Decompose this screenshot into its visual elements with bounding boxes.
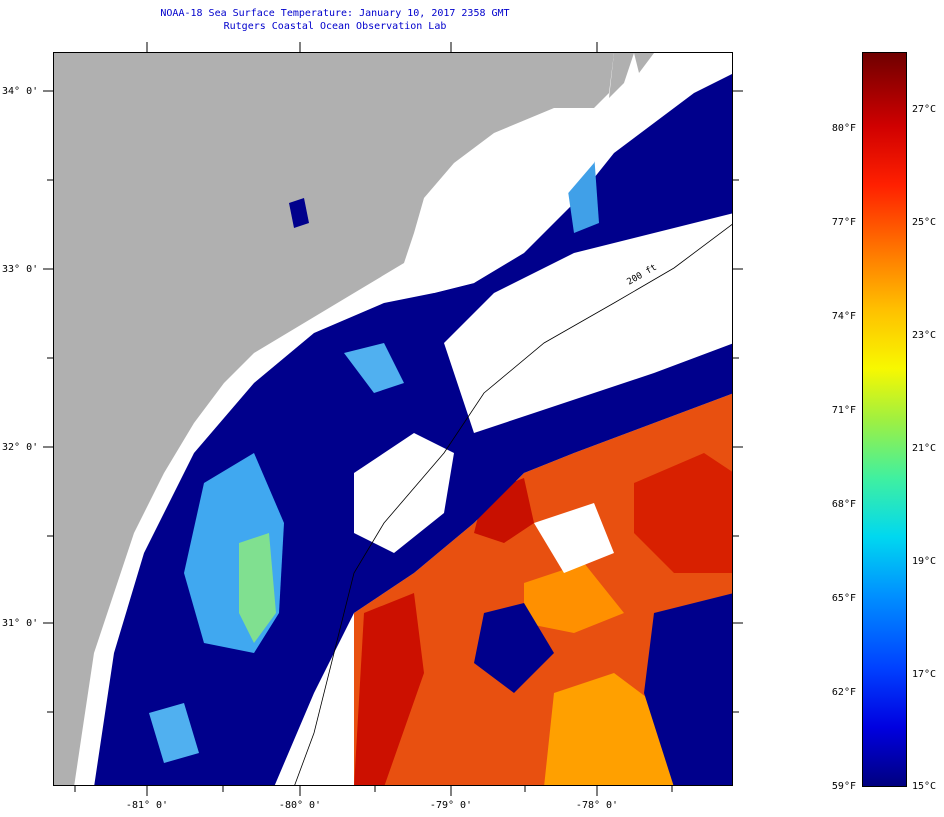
temperature-colorbar [862, 52, 907, 787]
chart-title: NOAA-18 Sea Surface Temperature: January… [160, 8, 510, 19]
cold-water-patch-mid [474, 603, 554, 693]
cloud-cover-central [444, 213, 732, 433]
colorbar-label-23c: 23°C [912, 330, 937, 341]
sst-map-canvas: 200 ft [54, 53, 732, 785]
colorbar-label-17c: 17°C [912, 669, 937, 680]
longitude-label-81: -81° 0' [125, 800, 169, 811]
colorbar-label-74f: 74°F [831, 311, 856, 322]
cool-plume-core [239, 533, 276, 643]
latitude-label-33: 33° 0' [2, 264, 39, 275]
cloud-cover-patch [534, 503, 614, 573]
latitude-label-34: 34° 0' [2, 86, 39, 97]
longitude-label-79: -79° 0' [429, 800, 473, 811]
colorbar-label-27c: 27°C [912, 104, 937, 115]
colorbar-label-25c: 25°C [912, 217, 937, 228]
longitude-label-78: -78° 0' [575, 800, 619, 811]
hot-water-patch-east [634, 453, 732, 573]
land-cape [609, 53, 634, 98]
cloud-cover-mid [354, 433, 454, 553]
cold-water-patch-east [644, 593, 732, 785]
land-north-east [634, 53, 654, 73]
lake-blue-inland [289, 198, 309, 228]
orange-water-patch [544, 673, 674, 785]
sst-map: 200 ft [53, 52, 733, 786]
colorbar-label-71f: 71°F [831, 405, 856, 416]
orange-water-patch-east [524, 563, 624, 633]
hot-water-patch-south [354, 593, 424, 785]
latitude-label-31: 31° 0' [2, 618, 39, 629]
colorbar-label-68f: 68°F [831, 499, 856, 510]
colorbar-label-77f: 77°F [831, 217, 856, 228]
colorbar-label-80f: 80°F [831, 123, 856, 134]
chart-subtitle: Rutgers Coastal Ocean Observation Lab [223, 21, 447, 32]
longitude-label-80: -80° 0' [278, 800, 322, 811]
land-mass [54, 53, 614, 785]
colorbar-label-15c: 15°C [912, 781, 937, 792]
colorbar-label-62f: 62°F [831, 687, 856, 698]
cool-plume-south [149, 703, 199, 763]
latitude-label-32: 32° 0' [2, 442, 39, 453]
colorbar-label-65f: 65°F [831, 593, 856, 604]
colorbar-label-19c: 19°C [912, 556, 937, 567]
colorbar-label-59f: 59°F [831, 781, 856, 792]
colorbar-label-21c: 21°C [912, 443, 937, 454]
cool-plume-north [344, 343, 404, 393]
isobath-line [294, 224, 732, 785]
